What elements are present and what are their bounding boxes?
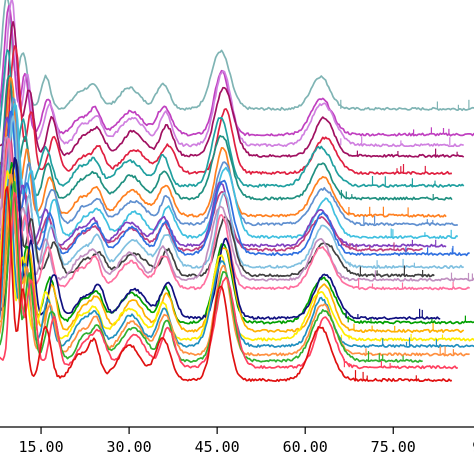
series-line bbox=[0, 161, 474, 325]
x-tick-label: 30.00 bbox=[107, 438, 152, 456]
x-tick-label: 15.00 bbox=[18, 438, 63, 456]
series-line bbox=[0, 0, 464, 148]
series-line bbox=[0, 0, 474, 112]
series-line bbox=[0, 110, 470, 257]
series-trace bbox=[0, 173, 470, 357]
series-trace bbox=[0, 0, 464, 148]
series-line bbox=[0, 74, 453, 201]
series-trace bbox=[0, 45, 452, 176]
series-trace bbox=[0, 97, 458, 227]
series-trace bbox=[0, 137, 470, 291]
series-trace bbox=[0, 5, 474, 137]
series-line bbox=[0, 49, 465, 188]
x-tick-label: 90 bbox=[472, 438, 474, 456]
series-line bbox=[0, 97, 458, 227]
x-tick-label: 60.00 bbox=[283, 438, 328, 456]
series-line bbox=[0, 21, 465, 158]
series-trace bbox=[0, 115, 464, 270]
series-line bbox=[0, 136, 474, 282]
series-trace bbox=[0, 74, 453, 201]
series-line bbox=[0, 173, 470, 357]
series-trace bbox=[0, 166, 465, 334]
series-line bbox=[0, 115, 464, 270]
series-trace bbox=[0, 102, 459, 240]
series-line bbox=[0, 191, 459, 370]
x-tick-label: 75.00 bbox=[371, 438, 416, 456]
series-line bbox=[0, 45, 452, 176]
series-trace bbox=[0, 136, 474, 282]
series-line bbox=[0, 186, 453, 383]
series-trace bbox=[0, 159, 435, 278]
series-line bbox=[0, 137, 470, 291]
series-line bbox=[0, 5, 474, 137]
series-trace bbox=[0, 21, 465, 158]
series-trace bbox=[0, 191, 459, 370]
series-traces bbox=[0, 0, 474, 383]
series-line bbox=[0, 159, 435, 278]
x-axis-ticks: 15.00 30.00 45.00 60.00 75.00 90 bbox=[18, 427, 474, 456]
series-trace bbox=[0, 186, 453, 383]
series-trace bbox=[0, 0, 474, 112]
series-trace bbox=[0, 110, 470, 257]
series-line bbox=[0, 102, 459, 240]
series-line bbox=[0, 166, 465, 334]
x-tick-label: 45.00 bbox=[195, 438, 240, 456]
series-trace bbox=[0, 49, 465, 188]
